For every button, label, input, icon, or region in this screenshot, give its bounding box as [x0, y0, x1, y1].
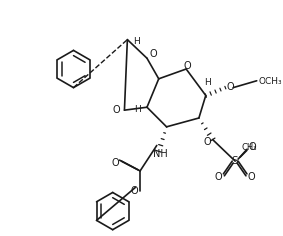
Text: O: O	[204, 138, 211, 148]
Text: NH: NH	[153, 149, 168, 159]
Text: CH₃: CH₃	[241, 143, 257, 152]
Text: O: O	[113, 105, 120, 115]
Text: S: S	[232, 156, 239, 166]
Text: O: O	[112, 158, 119, 168]
Text: H: H	[134, 105, 141, 114]
Text: O: O	[149, 49, 157, 59]
Text: OCH₃: OCH₃	[259, 77, 282, 86]
Text: O: O	[248, 172, 256, 182]
Text: O: O	[249, 142, 257, 152]
Text: H: H	[133, 37, 140, 46]
Text: O: O	[226, 82, 234, 92]
Text: O: O	[130, 186, 138, 197]
Text: H: H	[204, 78, 211, 87]
Text: O: O	[183, 61, 191, 71]
Text: O: O	[215, 172, 222, 182]
